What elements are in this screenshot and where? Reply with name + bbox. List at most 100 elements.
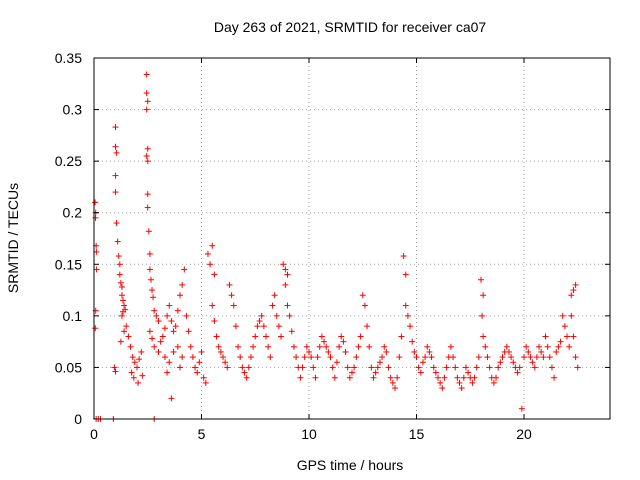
data-point xyxy=(555,343,562,350)
data-point xyxy=(207,261,214,268)
y-tick-label: 0.05 xyxy=(55,359,82,375)
data-point xyxy=(177,292,183,299)
data-point xyxy=(424,343,431,350)
data-point xyxy=(155,318,162,325)
data-point xyxy=(411,348,418,355)
x-tick-label: 10 xyxy=(301,426,317,442)
data-point xyxy=(138,348,145,355)
data-point xyxy=(299,364,306,371)
data-point xyxy=(479,312,486,319)
data-point xyxy=(346,374,353,381)
data-point xyxy=(116,261,123,268)
data-point xyxy=(314,354,321,361)
y-tick-label: 0.35 xyxy=(55,50,82,66)
data-point xyxy=(118,283,125,290)
data-point xyxy=(456,379,463,386)
data-point xyxy=(331,374,338,381)
data-point xyxy=(92,325,99,332)
data-point xyxy=(559,312,566,319)
data-point xyxy=(357,333,364,340)
data-point xyxy=(286,312,293,319)
data-point xyxy=(92,199,99,206)
data-point xyxy=(120,308,127,315)
data-point xyxy=(458,385,465,392)
data-point xyxy=(364,323,371,330)
data-point xyxy=(149,335,156,342)
data-point xyxy=(529,359,536,366)
data-point xyxy=(366,343,373,350)
data-point xyxy=(144,98,151,105)
data-point xyxy=(293,354,300,361)
data-point xyxy=(228,292,235,299)
data-point xyxy=(523,343,530,350)
data-point xyxy=(185,328,192,335)
data-point xyxy=(209,242,216,249)
data-point xyxy=(143,106,150,113)
data-point xyxy=(153,312,160,319)
x-tick-label: 20 xyxy=(516,426,532,442)
data-point xyxy=(284,271,291,278)
data-point xyxy=(146,328,153,335)
data-point xyxy=(243,374,250,381)
data-point xyxy=(204,250,211,257)
data-point xyxy=(135,379,142,386)
data-point xyxy=(355,343,362,350)
data-point xyxy=(284,302,291,309)
data-point xyxy=(121,328,128,335)
data-point xyxy=(161,325,168,332)
data-point xyxy=(155,348,162,355)
data-point xyxy=(413,354,420,361)
data-point xyxy=(428,354,435,361)
plot-frame xyxy=(93,57,611,420)
data-point xyxy=(144,145,151,152)
data-point xyxy=(503,343,510,350)
data-point xyxy=(385,364,392,371)
data-point xyxy=(493,374,500,381)
data-point xyxy=(546,354,553,361)
data-point xyxy=(194,369,201,376)
data-point xyxy=(112,189,119,196)
data-point xyxy=(533,354,540,361)
data-point xyxy=(473,364,480,371)
data-point xyxy=(323,343,330,350)
data-point xyxy=(374,364,381,371)
data-point xyxy=(267,354,274,361)
y-tick-label: 0 xyxy=(74,411,82,427)
data-point xyxy=(170,348,177,355)
data-point xyxy=(151,307,158,314)
data-point xyxy=(112,172,119,179)
data-point xyxy=(508,354,515,361)
data-point xyxy=(260,323,267,330)
data-point xyxy=(478,276,484,283)
data-point xyxy=(117,279,124,286)
data-point xyxy=(136,356,143,363)
data-point xyxy=(349,369,355,376)
data-point xyxy=(561,323,568,330)
data-point xyxy=(518,405,525,412)
data-point xyxy=(112,143,119,150)
data-point xyxy=(430,364,437,371)
data-point xyxy=(553,348,560,355)
data-point xyxy=(432,369,439,376)
data-point xyxy=(564,333,570,340)
data-point xyxy=(263,333,269,340)
data-point xyxy=(112,368,119,375)
data-point xyxy=(113,220,120,227)
data-point xyxy=(387,374,394,381)
data-point xyxy=(574,364,581,371)
data-point xyxy=(192,364,199,371)
data-point xyxy=(383,348,390,355)
data-point xyxy=(177,364,183,371)
data-point xyxy=(130,374,137,381)
data-point xyxy=(540,354,547,361)
data-point xyxy=(143,90,150,97)
data-point xyxy=(150,294,157,301)
data-point xyxy=(143,71,150,78)
data-point xyxy=(422,354,429,361)
data-point xyxy=(426,348,433,355)
data-point xyxy=(566,343,573,350)
y-tick-label: 0.3 xyxy=(63,102,83,118)
data-point xyxy=(548,364,555,371)
data-point xyxy=(499,354,506,361)
data-point xyxy=(288,328,295,335)
